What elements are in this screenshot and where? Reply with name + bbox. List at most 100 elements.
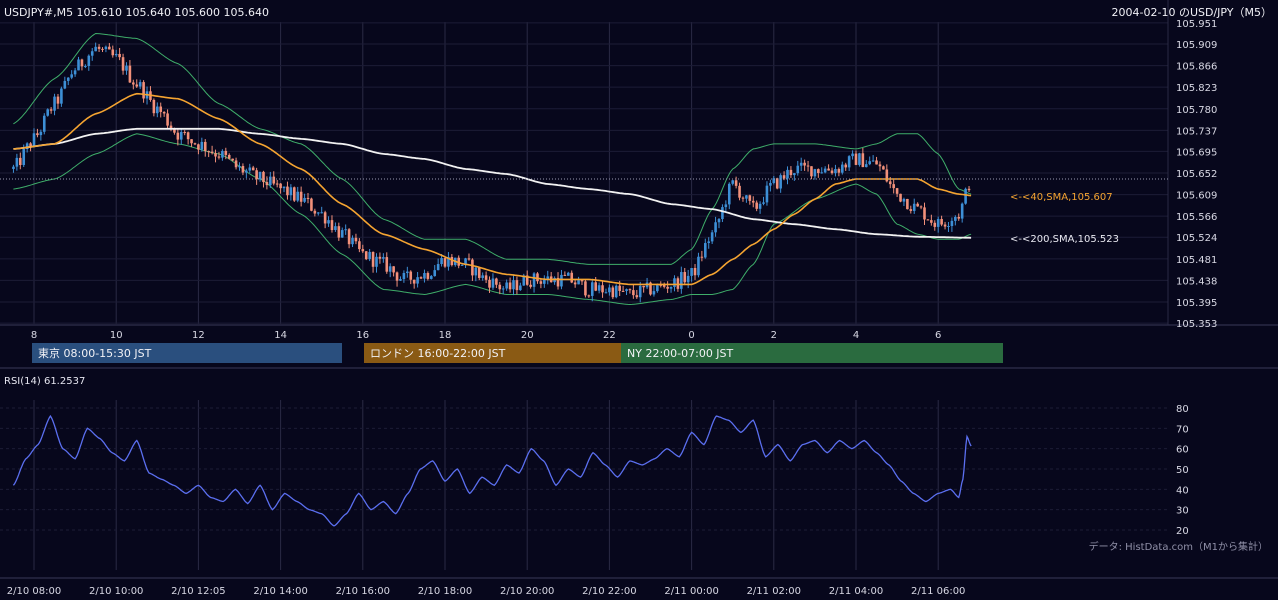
chart-title: 2004-02-10 のUSD/JPY（M5） (1112, 6, 1272, 19)
candle-body (159, 106, 163, 112)
candle-body (221, 150, 224, 158)
candle-body (604, 292, 608, 294)
candle-body (765, 185, 769, 203)
rsi-panel: 80 70 60 50 40 30 20 2/10 08:00 2/10 10:00 2/10 1… (7, 404, 1189, 597)
candle-body (337, 226, 341, 238)
candle-body (358, 241, 361, 250)
session-bar: 東京 08:00-15:30 JST ロンドン 16:00-22:00 JST NY… (32, 343, 1003, 363)
candle-body (272, 176, 276, 184)
candle-body (162, 111, 166, 114)
candle-body (608, 287, 611, 293)
candle-body (66, 77, 70, 81)
candle-body (190, 139, 193, 144)
candle-body (895, 188, 899, 194)
candle-body (590, 282, 594, 296)
candle-body (152, 99, 156, 114)
candle-body (854, 153, 858, 165)
candle-body (611, 287, 615, 298)
candlesticks (12, 42, 971, 303)
candle-body (529, 284, 532, 287)
candle-body (964, 188, 967, 204)
candle-body (573, 282, 577, 285)
candle-body (245, 170, 248, 173)
candle-body (707, 241, 711, 244)
candle-body (662, 284, 666, 287)
candle-body (132, 82, 135, 85)
hour-tick-label: 18 (439, 330, 452, 341)
candle-body (90, 51, 94, 56)
candle-body (340, 230, 344, 238)
candle-body (522, 275, 526, 286)
candle-body (923, 207, 926, 220)
candle-body (443, 258, 447, 267)
candle-body (748, 195, 752, 201)
candle-body (87, 55, 91, 67)
candle-body (347, 229, 351, 245)
candle-body (299, 191, 303, 202)
candle-body (844, 164, 848, 168)
candle-body (484, 275, 488, 280)
candle-body (789, 169, 793, 176)
hour-tick-label: 4 (853, 330, 859, 341)
candle-body (375, 256, 378, 267)
price-axis: 105.951 105.909 105.866 105.823 105.780 105.7… (1176, 19, 1217, 330)
price-tick-label: 105.823 (1176, 83, 1217, 94)
candle-body (793, 173, 796, 176)
candle-body (176, 132, 180, 140)
candle-body (851, 153, 854, 157)
candle-body (659, 284, 663, 286)
candle-body (539, 281, 543, 284)
hour-tick-label: 22 (603, 330, 616, 341)
candle-body (714, 222, 717, 233)
session-segment (621, 343, 1003, 363)
candle-body (515, 280, 519, 291)
candle-body (498, 284, 502, 290)
candle-body (950, 220, 954, 227)
candle-body (166, 113, 169, 126)
candle-body (758, 203, 762, 209)
candle-body (875, 160, 878, 165)
sma40-line (13, 92, 972, 286)
candle-body (481, 275, 484, 278)
date-tick-label: 2/11 06:00 (911, 586, 965, 597)
candle-body (217, 156, 221, 158)
candle-body (423, 273, 426, 279)
candle-body (238, 165, 241, 168)
candle-body (344, 229, 347, 231)
candle-body (878, 164, 882, 167)
date-tick-label: 2/10 14:00 (253, 586, 307, 597)
candle-body (354, 237, 358, 242)
sma-lines (0, 92, 1168, 286)
candle-body (817, 169, 820, 174)
candle-body (587, 295, 591, 297)
rsi-title: RSI(14) 61.2537 (4, 376, 85, 387)
candle-body (635, 295, 639, 298)
candle-body (775, 178, 779, 189)
candle-body (560, 274, 563, 287)
candle-body (430, 276, 433, 279)
candle-body (772, 178, 776, 183)
price-tick-label: 105.909 (1176, 40, 1217, 51)
price-tick-label: 105.609 (1176, 191, 1217, 202)
candle-body (255, 170, 258, 180)
candle-body (847, 156, 851, 168)
candle-body (402, 273, 406, 280)
candle-body (385, 257, 389, 272)
candle-body (200, 141, 204, 150)
candle-body (628, 289, 632, 291)
candle-body (686, 275, 690, 283)
candle-body (282, 186, 286, 189)
price-tick-label: 105.780 (1176, 105, 1217, 116)
candle-body (392, 266, 395, 273)
hour-tick-label: 12 (192, 330, 205, 341)
candle-body (710, 232, 714, 242)
candle-body (207, 151, 210, 153)
bollinger-upper (13, 32, 972, 265)
candle-body (323, 212, 327, 224)
candle-body (80, 59, 84, 67)
candle-body (567, 272, 570, 276)
symbol-header: USDJPY#,M5 105.610 105.640 105.600 105.6… (4, 6, 269, 19)
candle-body (936, 219, 940, 227)
candle-body (806, 165, 810, 167)
candle-body (666, 286, 669, 289)
